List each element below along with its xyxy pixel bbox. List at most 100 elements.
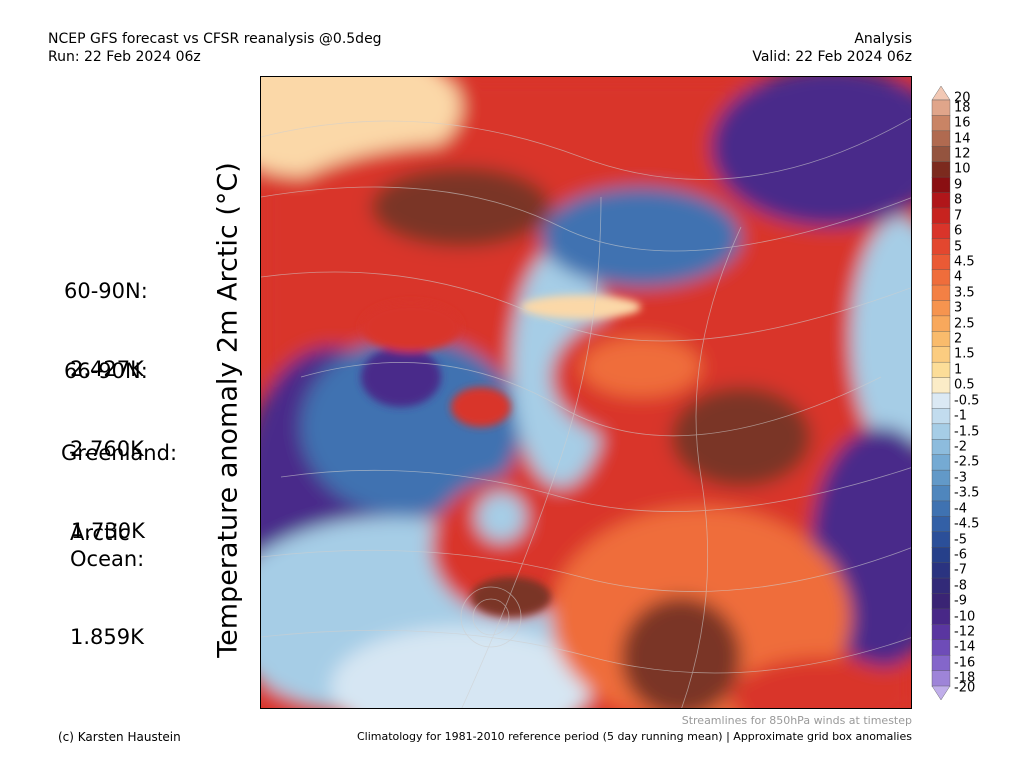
siberia-hot [671,387,811,487]
detail-warm [451,387,511,427]
colorbar-band [931,284,951,302]
colorbar-scale [931,86,951,700]
y-axis-label: Temperature anomaly 2m Arctic (°C) [212,162,244,658]
alaska-hot [371,167,551,247]
valid-info: Analysis Valid: 22 Feb 2024 06z [752,30,912,66]
streamlines [261,117,911,708]
colorbar-band [931,331,951,348]
streamline-note: Streamlines for 850hPa winds at timestep [681,714,912,727]
colorbar-band [931,254,951,271]
colorbar-band [931,639,951,656]
colorbar-tick-label: -1.5 [954,424,980,440]
colorbar-tick-label: -10 [954,609,976,625]
detail-pale [521,295,641,319]
streamline [681,226,742,708]
colorbar-band [931,238,951,255]
colorbar-band [931,192,951,209]
colorbar-band [931,593,951,610]
colorbar-tick-label: 14 [954,131,971,147]
colorbar-band [931,485,951,502]
colorbar-band [931,547,951,564]
anomaly-map [260,76,912,709]
streamline [261,186,911,252]
streamline [261,271,911,342]
anomaly-field [261,77,911,708]
colorbar-tick-label: 6 [954,223,963,239]
detail-hot [471,577,551,617]
colorbar-tick-label: -0.5 [954,393,980,409]
colorbar-band [931,115,951,132]
colorbar-tick-label: -8 [954,578,967,594]
streamline [472,598,510,636]
colorbar-band [931,377,951,394]
colorbar-tick-label: 16 [954,115,971,131]
map-canvas [261,77,911,708]
streamline [280,467,911,512]
colorbar-band [931,361,951,379]
anomaly-detail [361,295,641,617]
colorbar-tick-label: 2.5 [954,316,975,332]
colorbar-tick-label: 9 [954,177,963,193]
stat-66-90n: 66-90N: 2.760K [64,306,148,488]
stat-value: 2.427K [70,357,144,381]
colorbar-tick-label: 4 [954,269,963,285]
valid-time: Valid: 22 Feb 2024 06z [752,49,912,65]
stat-greenland: Greenland: 1.730K [61,388,177,570]
colorbar-tick-label: -16 [954,655,976,671]
colorbar-tick-label: -7 [954,562,967,578]
title-line-1: NCEP GFS forecast vs CFSR reanalysis @0.… [48,31,382,47]
colorbar-band [931,161,951,178]
stat-region: 66-90N: [64,359,148,383]
colorbar-band [931,500,951,518]
colorbar-band [931,207,951,225]
colorbar-tick-label: 2 [954,331,963,347]
colorbar-tick-label: 3.5 [954,285,975,301]
analysis-label: Analysis [854,31,912,47]
colorbar-tick-label: 12 [954,146,971,162]
archipelago-cold [301,337,521,517]
stat-arctic-ocean: Arctic Ocean: 1.859K [70,468,144,676]
greenland-cold-spot [476,492,526,542]
stat-value: 2.760K [70,437,144,461]
colorbar-band [931,392,951,410]
colorbar-band [931,346,951,363]
colorbar-tick-label: -14 [954,639,976,655]
colorbar-band [931,577,951,595]
colorbar-tick-label: -6 [954,547,967,563]
colorbar-tick-label: 1.5 [954,346,975,362]
detail-warm-2 [361,302,461,352]
stat-region: Greenland: [61,441,178,465]
colorbar-band [931,469,951,487]
stat-region: 60-90N: [64,279,148,303]
colorbar-tick-label: -4 [954,501,967,517]
colorbar-band [931,670,951,687]
colorbar-band [931,269,951,286]
colorbar-tick-label: -2 [954,439,967,455]
colorbar-tick-label: -2.5 [954,454,980,470]
colorbar-tick-label: -3 [954,470,967,486]
colorbar-tick-label: 7 [954,208,963,224]
colorbar-tick-label: -18 [954,670,976,686]
colorbar-band [931,608,951,626]
colorbar-band [931,516,951,533]
colorbar-tick-label: -4.5 [954,516,980,532]
colorbar-band [931,531,951,548]
colorbar-tick-label: 8 [954,192,963,208]
colorbar-band [931,86,951,101]
colorbar-band [931,130,951,147]
colorbar-band [931,423,951,440]
streamline [261,629,911,674]
colorbar-tick-label: -5 [954,532,967,547]
colorbar-tick-label: -1 [954,408,967,424]
europe-warm [731,657,911,708]
colorbar-tick-label: -12 [954,624,976,640]
colorbar-band [931,146,951,163]
ne-verycold [711,77,911,227]
colorbar-tick-label: -3.5 [954,485,980,501]
colorbar-band [931,562,951,579]
colorbar-band [931,654,951,672]
run-time: Run: 22 Feb 2024 06z [48,49,201,65]
colorbar-band [931,315,951,333]
stat-value: 1.859K [70,625,144,649]
colorbar-tick-label: 1 [954,362,963,378]
